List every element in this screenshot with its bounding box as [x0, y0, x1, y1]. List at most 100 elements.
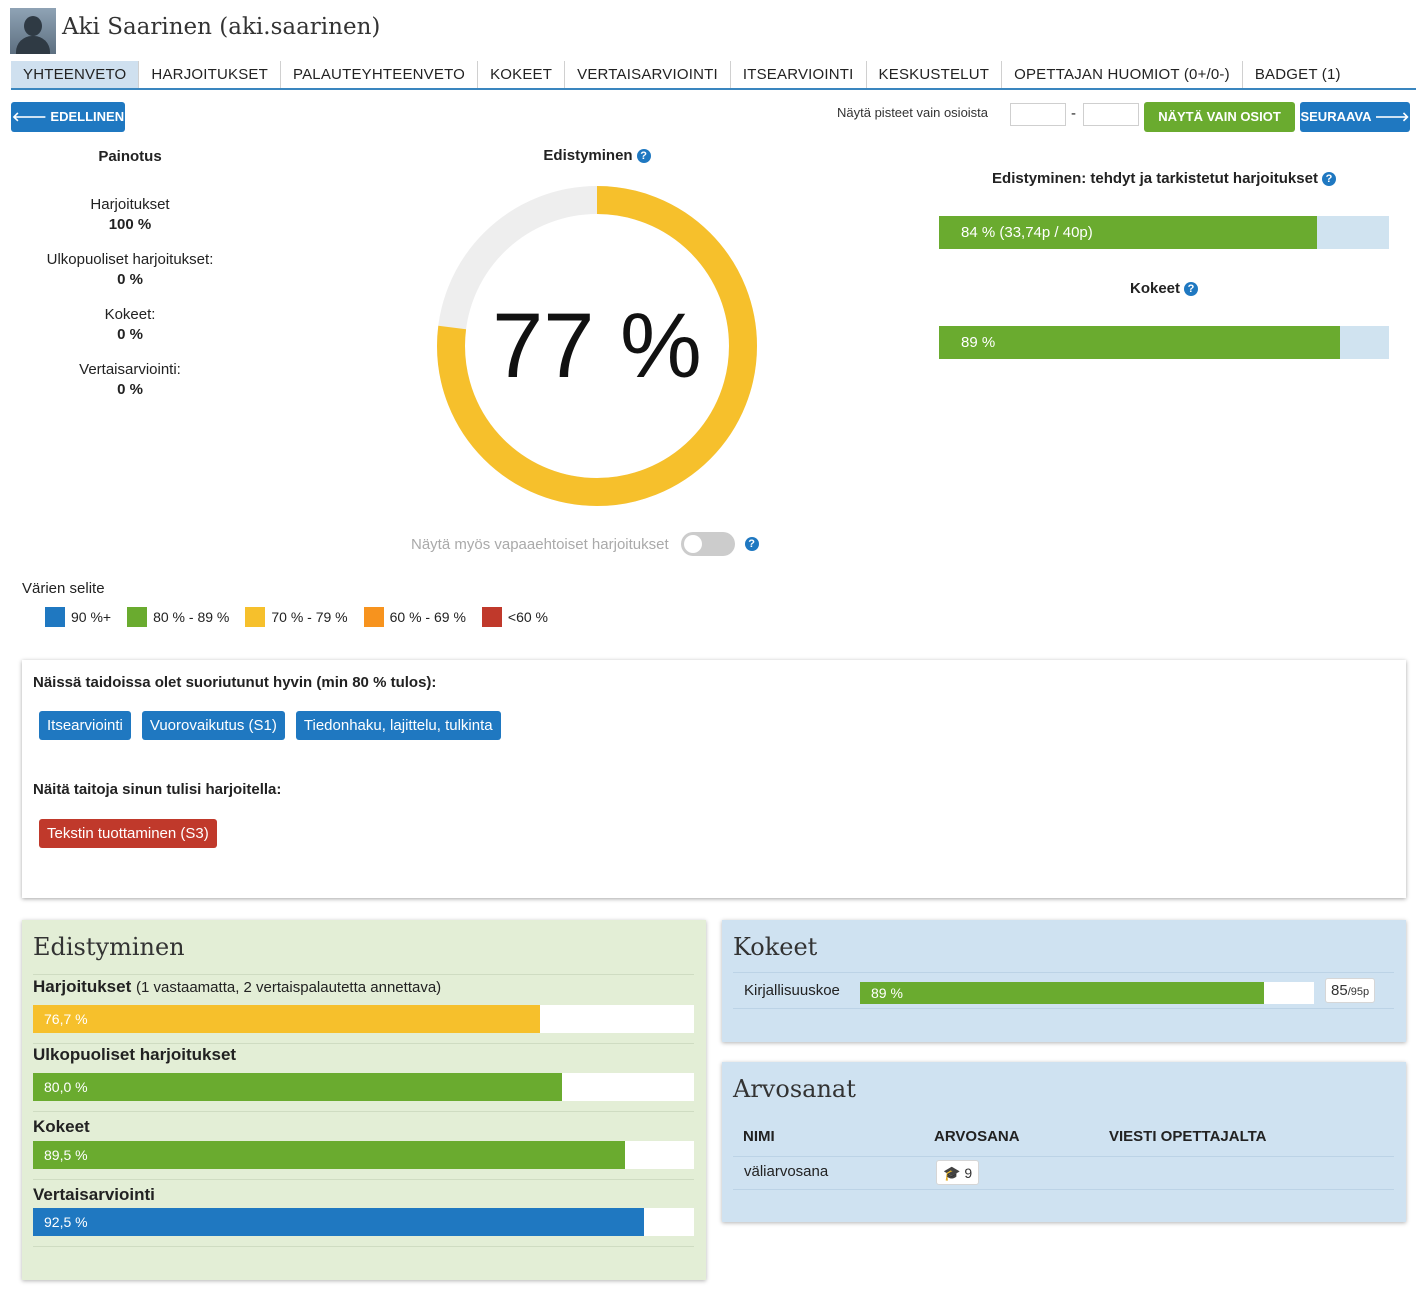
- legend-label: 90 %+: [71, 609, 112, 625]
- exams-progress-fill: 89 %: [939, 326, 1340, 359]
- tab-palauteyhteenveto[interactable]: PALAUTEYHTEENVETO: [281, 61, 479, 88]
- weighting-label: Vertaisarviointi:: [79, 361, 181, 378]
- exam-name[interactable]: Kirjallisuuskoe: [744, 982, 840, 999]
- progress-row-label: Kokeet: [33, 1117, 90, 1137]
- exam-score-max: /95p: [1347, 986, 1370, 998]
- tab-vertaisarviointi[interactable]: VERTAISARVIOINTI: [565, 61, 731, 88]
- divider: [733, 1156, 1394, 1157]
- progress-row-bar: 80,0 %: [33, 1073, 694, 1101]
- legend-item: 90 %+: [45, 607, 111, 627]
- divider: [733, 1008, 1394, 1009]
- optional-exercises-toggle[interactable]: [680, 532, 735, 556]
- color-legend: 90 %+ 80 % - 89 % 70 % - 79 % 60 % - 69 % <6…: [45, 607, 564, 627]
- exercises-progress-title: Edistyminen: tehdyt ja tarkistetut harjo…: [939, 170, 1389, 187]
- exams-progress-title-text: Kokeet: [1129, 280, 1181, 297]
- progress-donut: [437, 186, 757, 506]
- weighting-label: Kokeet:: [104, 306, 156, 323]
- range-from-input[interactable]: [1010, 103, 1066, 126]
- grades-header-grade: ARVOSANA: [934, 1128, 1020, 1145]
- exam-progress-bar: 89 %: [860, 982, 1314, 1004]
- legend-label: 70 % - 79 %: [271, 609, 348, 625]
- skill-chip-good[interactable]: Vuorovaikutus (S1): [141, 711, 285, 740]
- weighting-item: Ulkopuoliset harjoitukset: 0 %: [20, 250, 240, 290]
- progress-row-bar: 89,5 %: [33, 1141, 694, 1169]
- help-icon[interactable]: ?: [636, 149, 651, 163]
- weighting-item: Kokeet: 0 %: [20, 305, 240, 345]
- progress-panel: Edistyminen Harjoitukset (1 vastaamatta,…: [22, 920, 706, 1280]
- legend-item: 80 % - 89 %: [127, 607, 229, 627]
- graduation-cap-icon: 🎓: [943, 1165, 961, 1181]
- weighting-value: 0 %: [117, 326, 143, 343]
- legend-label: 60 % - 69 %: [389, 609, 466, 625]
- divider: [33, 974, 694, 975]
- progress-row-title: Vertaisarviointi: [33, 1185, 155, 1204]
- legend-swatch: [363, 607, 384, 627]
- help-icon[interactable]: ?: [1321, 172, 1336, 186]
- legend-label: 80 % - 89 %: [153, 609, 230, 625]
- grade-value: 9: [964, 1165, 973, 1181]
- tab-itsearviointi[interactable]: ITSEARVIOINTI: [731, 61, 867, 88]
- progress-row-note: (1 vastaamatta, 2 vertaispalautetta anne…: [135, 979, 442, 996]
- weighting-label: Ulkopuoliset harjoitukset:: [46, 251, 214, 268]
- grades-panel: Arvosanat NIMI ARVOSANA VIESTI OPETTAJAL…: [722, 1062, 1406, 1222]
- progress-panel-title: Edistyminen: [33, 933, 185, 961]
- tab-yhteenveto[interactable]: YHTEENVETO: [11, 61, 140, 88]
- overall-progress-title-text: Edistyminen: [543, 147, 633, 164]
- tab-kokeet[interactable]: KOKEET: [478, 61, 566, 88]
- tab-harjoitukset[interactable]: HARJOITUKSET: [139, 61, 281, 88]
- progress-row-bar: 92,5 %: [33, 1208, 694, 1236]
- exercises-progress-title-text: Edistyminen: tehdyt ja tarkistetut harjo…: [992, 170, 1318, 187]
- progress-row-title: Harjoitukset: [33, 977, 132, 996]
- practice-skills-title: Näitä taitoja sinun tulisi harjoitella:: [33, 781, 282, 798]
- progress-row-label: Vertaisarviointi: [33, 1185, 155, 1205]
- progress-row-fill: 80,0 %: [33, 1073, 562, 1101]
- exam-score-badge: 85/95p: [1325, 978, 1376, 1003]
- tab-badget[interactable]: BADGET (1): [1254, 66, 1341, 83]
- help-icon[interactable]: ?: [1184, 282, 1199, 296]
- divider: [733, 1189, 1394, 1190]
- exercises-progress-fill: 84 % (33,74p / 40p): [939, 216, 1317, 249]
- skill-chip-practice[interactable]: Tekstin tuottaminen (S3): [39, 819, 217, 848]
- progress-row-fill: 92,5 %: [33, 1208, 645, 1236]
- weighting-value: 0 %: [117, 271, 143, 288]
- filter-label: Näytä pisteet vain osioista: [837, 105, 989, 120]
- tab-keskustelut[interactable]: KESKUSTELUT: [867, 61, 1003, 88]
- divider: [33, 1246, 694, 1247]
- arrow-right-icon: 🡒: [1374, 109, 1410, 124]
- arrow-left-icon: 🡐: [11, 109, 47, 124]
- exercises-progress-bar: 84 % (33,74p / 40p): [939, 216, 1389, 249]
- progress-row-label: Harjoitukset (1 vastaamatta, 2 vertaispa…: [33, 977, 441, 997]
- divider: [33, 1111, 694, 1112]
- overall-progress-title: Edistyminen?: [497, 147, 697, 164]
- weighting-value: 0 %: [117, 381, 143, 398]
- good-skills-title: Näissä taidoissa olet suoriutunut hyvin …: [33, 674, 437, 691]
- overall-progress-value: 77 %: [492, 294, 702, 397]
- progress-row-label: Ulkopuoliset harjoitukset: [33, 1045, 236, 1065]
- next-button[interactable]: SEURAAVA 🡒: [1300, 102, 1410, 132]
- range-to-input[interactable]: [1083, 103, 1139, 126]
- legend-swatch: [45, 607, 65, 627]
- exams-progress-bar: 89 %: [939, 326, 1389, 359]
- grades-panel-title: Arvosanat: [733, 1075, 856, 1103]
- tab-opettajan-huomiot[interactable]: OPETTAJAN HUOMIOT (0+/0-): [1002, 61, 1243, 88]
- help-icon[interactable]: ?: [744, 537, 759, 551]
- progress-row-fill: 89,5 %: [33, 1141, 625, 1169]
- grade-row-name: väliarvosana: [744, 1163, 829, 1180]
- legend-item: 70 % - 79 %: [245, 607, 348, 627]
- range-dash: -: [1071, 105, 1076, 122]
- divider: [33, 1179, 694, 1180]
- exam-score: 85: [1331, 982, 1348, 999]
- previous-button[interactable]: 🡐 EDELLINEN: [11, 102, 125, 132]
- practice-skills-list: Tekstin tuottaminen (S3): [39, 819, 228, 848]
- legend-item: 60 % - 69 %: [363, 607, 466, 627]
- weighting-item: Harjoitukset 100 %: [20, 195, 240, 235]
- good-skills-list: Itsearviointi Vuorovaikutus (S1) Tiedonhak…: [39, 711, 512, 740]
- legend-swatch: [245, 607, 266, 627]
- legend-swatch: [127, 607, 148, 627]
- tab-bar: YHTEENVETO HARJOITUKSET PALAUTEYHTEENVET…: [11, 61, 1416, 90]
- skill-chip-good[interactable]: Tiedonhaku, lajittelu, tulkinta: [295, 711, 501, 740]
- skill-chip-good[interactable]: Itsearviointi: [39, 711, 131, 740]
- legend-swatch: [481, 607, 502, 627]
- progress-row-fill: 76,7 %: [33, 1005, 540, 1033]
- show-sections-button[interactable]: NÄYTÄ VAIN OSIOT: [1144, 102, 1295, 132]
